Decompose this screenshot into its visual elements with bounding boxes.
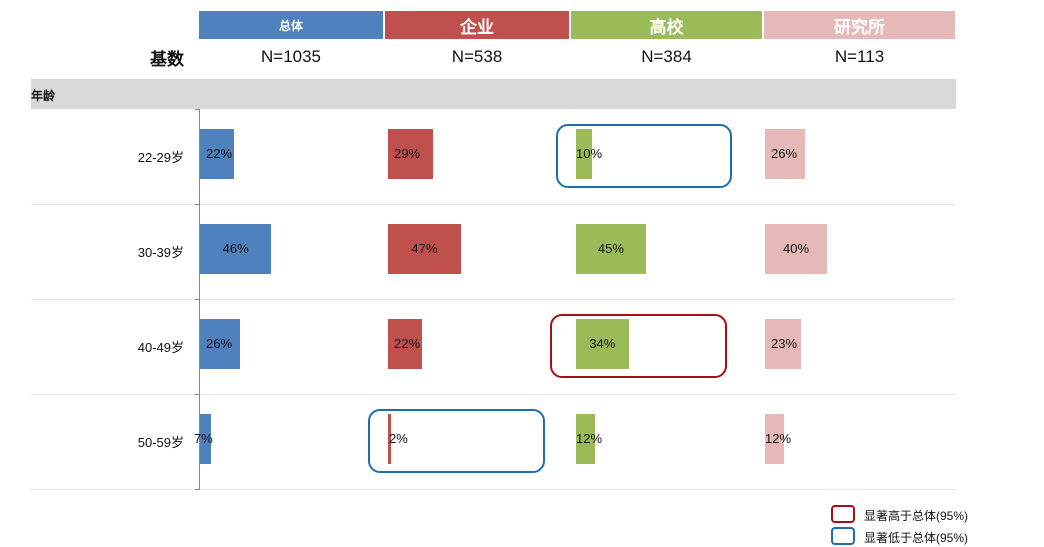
data-label: 46% [222,241,249,256]
axis-tick [195,394,200,395]
bar [388,129,433,179]
section-header-age: 年龄 [31,79,956,109]
highlight-box-high [550,314,727,378]
highlight-box-low [368,409,545,473]
category-label: 30-39岁 [137,245,184,260]
data-label: 40% [782,241,810,256]
category-label: 22-29岁 [137,150,184,165]
series-header-3: 研究所 [764,11,955,39]
data-label: 23% [771,336,798,351]
series-header-0: 总体 [199,11,383,39]
series-base-2: N=384 [641,47,692,66]
legend-label: 显著高于总体(95%) [864,509,969,523]
data-label: 22% [394,336,421,351]
row-divider [31,489,956,490]
data-label: 47% [411,241,438,256]
data-label: 12% [576,431,603,446]
row-divider [31,394,956,395]
data-label: 22% [206,146,233,161]
axis-tick [195,204,200,205]
bar [576,224,646,274]
bar [200,319,241,369]
base-label: 基数 [150,50,184,69]
row-divider [31,204,956,205]
data-label: 34% [589,336,616,351]
bar [200,224,272,274]
bar [765,129,806,179]
series-base-1: N=538 [451,47,503,66]
bar [765,319,801,369]
data-label: 26% [206,336,233,351]
data-label: 12% [765,431,792,446]
legend-label: 显著低于总体(95%) [864,531,969,545]
data-label: 26% [771,146,798,161]
axis-tick [195,489,200,490]
bar [576,319,629,369]
bar [200,129,235,179]
series-base-0: N=1035 [260,47,322,66]
section-label: 年龄 [31,89,56,103]
bar [388,414,392,464]
axis-tick [195,109,200,110]
bar [388,319,423,369]
highlight-box-low [556,124,732,188]
bar [765,414,784,464]
series-base-3: N=113 [834,47,885,66]
category-label: 40-49岁 [137,340,184,355]
legend-swatch-low [831,527,855,545]
legend-swatch-high [831,505,855,523]
category-label: 50-59岁 [137,435,184,450]
series-header-1: 企业 [385,11,569,39]
series-header-2: 高校 [571,11,762,39]
axis-tick [195,299,200,300]
bar [576,414,595,464]
bar [388,224,461,274]
data-label: 10% [576,146,603,161]
data-label: 29% [394,146,421,161]
data-label: 45% [597,241,624,256]
bar [200,414,211,464]
data-label: 2% [389,431,408,446]
data-label: 7% [194,431,213,446]
bar [576,129,592,179]
row-divider [31,299,956,300]
bar [765,224,827,274]
